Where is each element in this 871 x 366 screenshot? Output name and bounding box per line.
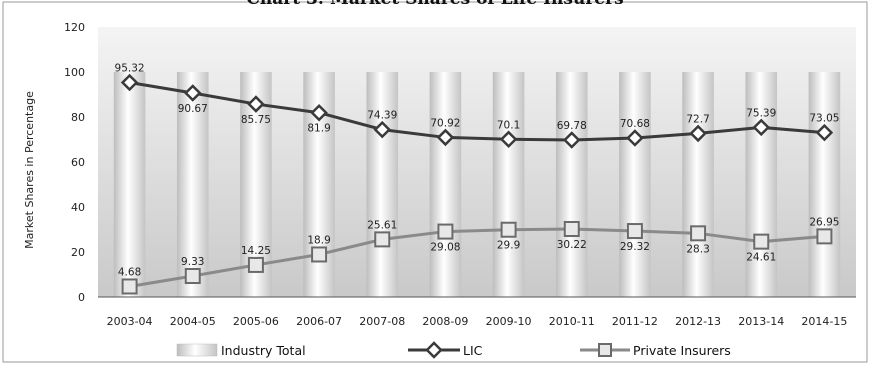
data-label-private-insurers: 26.95: [809, 216, 839, 228]
data-label-lic: 74.39: [367, 110, 397, 122]
data-label-private-insurers: 29.32: [620, 241, 650, 253]
data-label-private-insurers: 28.3: [686, 243, 709, 255]
x-tick-label: 2004-05: [170, 315, 216, 328]
data-label-lic: 95.32: [115, 63, 145, 75]
industry-total-bar: [555, 72, 588, 297]
data-label-lic: 81.9: [307, 123, 330, 135]
data-label-lic: 70.92: [430, 117, 460, 129]
point-private-insurers: [500, 221, 517, 238]
data-label-lic: 73.05: [809, 113, 839, 125]
x-tick-label: 2009-10: [486, 315, 532, 328]
point-lic: [310, 103, 328, 122]
industry-total-bar: [366, 72, 399, 297]
y-tick-label: 80: [71, 111, 85, 124]
x-tick-label: 2008-09: [422, 315, 468, 328]
legend-marker-private-insurers: [598, 343, 612, 357]
point-private-insurers: [374, 231, 391, 248]
point-private-insurers: [563, 221, 580, 238]
industry-total-bar: [619, 72, 651, 297]
x-axis-ticks: 2003-04 2004-05 2005-06 2006-07 2007-08 2008-…: [107, 315, 848, 328]
industry-total-bar: [808, 72, 841, 297]
industry-total-bar: [429, 72, 462, 297]
y-axis-ticks: 0 20 40 60 80 100 120: [64, 21, 85, 304]
point-private-insurers: [437, 223, 454, 240]
x-tick-label: 2010-11: [549, 315, 595, 328]
data-label-private-insurers: 30.22: [557, 239, 587, 251]
x-tick-label: 2006-07: [296, 315, 342, 328]
point-lic: [120, 73, 139, 92]
point-private-insurers: [626, 223, 643, 240]
chart-title: Chart 3: Market Shares of Life Insurers: [246, 0, 623, 9]
legend-swatch-industry-total: [176, 343, 218, 357]
data-label-private-insurers: 25.61: [367, 219, 397, 231]
data-label-lic: 72.7: [686, 113, 709, 125]
point-private-insurers: [816, 228, 833, 245]
data-label-private-insurers: 4.68: [118, 266, 141, 278]
y-tick-label: 100: [64, 66, 85, 79]
legend-label-private-insurers: Private Insurers: [633, 343, 731, 358]
data-label-private-insurers: 29.9: [497, 240, 520, 252]
point-lic: [689, 124, 707, 143]
data-label-lic: 70.1: [497, 119, 520, 131]
point-private-insurers: [753, 233, 770, 250]
y-tick-label: 40: [71, 201, 85, 214]
legend-label-industry-total: Industry Total: [221, 343, 306, 358]
data-label-lic: 70.68: [620, 118, 650, 130]
data-label-private-insurers: 18.9: [307, 234, 330, 246]
industry-total-bar: [176, 72, 209, 297]
legend: Industry Total LIC Private Insurers: [176, 341, 731, 359]
y-tick-label: 20: [71, 246, 85, 259]
legend-item-lic: LIC: [408, 341, 483, 359]
industry-total-bar: [745, 72, 778, 297]
series-line-lic: [129, 81, 825, 142]
data-label-private-insurers: 29.08: [430, 242, 460, 254]
data-labels: 95.32 90.67 85.75 81.9 74.39 70.92 70.1 69.78 70…: [115, 63, 840, 279]
series-line-private-insurers: [129, 227, 825, 288]
data-label-lic: 85.75: [241, 114, 271, 126]
plot-area: [98, 27, 856, 297]
point-lic: [562, 131, 581, 149]
series-lines: [120, 73, 834, 295]
data-label-private-insurers: 14.25: [241, 245, 271, 257]
point-lic: [626, 129, 644, 147]
x-tick-label: 2013-14: [738, 315, 784, 328]
point-private-insurers: [247, 256, 264, 273]
legend-item-industry-total: Industry Total: [176, 343, 306, 358]
x-tick-label: 2014-15: [801, 315, 847, 328]
data-label-lic: 75.39: [746, 107, 776, 119]
data-label-private-insurers: 24.61: [746, 252, 776, 264]
x-tick-label: 2011-12: [612, 315, 658, 328]
x-tick-label: 2012-13: [675, 315, 721, 328]
data-label-private-insurers: 9.33: [181, 256, 204, 268]
point-lic: [373, 120, 392, 139]
point-private-insurers: [121, 278, 138, 295]
point-private-insurers: [690, 225, 707, 242]
data-label-lic: 69.78: [557, 120, 587, 132]
data-label-lic: 90.67: [178, 103, 208, 115]
y-axis-label: Market Shares in Percentage: [23, 91, 36, 249]
y-tick-label: 60: [71, 156, 85, 169]
x-tick-label: 2003-04: [107, 315, 153, 328]
industry-total-bar: [113, 72, 146, 297]
point-lic: [183, 84, 202, 102]
x-tick-label: 2007-08: [359, 315, 405, 328]
point-lic: [247, 95, 265, 113]
y-tick-label: 0: [78, 291, 85, 304]
industry-total-bar: [682, 72, 714, 297]
point-private-insurers: [184, 268, 201, 285]
y-tick-label: 120: [64, 21, 85, 34]
point-private-insurers: [311, 246, 328, 263]
industry-total-bars: [113, 72, 841, 297]
legend-marker-lic: [425, 341, 443, 359]
legend-label-lic: LIC: [463, 343, 483, 358]
legend-item-private-insurers: Private Insurers: [580, 343, 731, 358]
point-lic: [815, 123, 834, 142]
point-lic: [752, 118, 771, 137]
point-lic: [436, 128, 455, 147]
point-lic: [499, 130, 518, 149]
industry-total-bar: [492, 72, 525, 297]
x-tick-label: 2005-06: [233, 315, 279, 328]
